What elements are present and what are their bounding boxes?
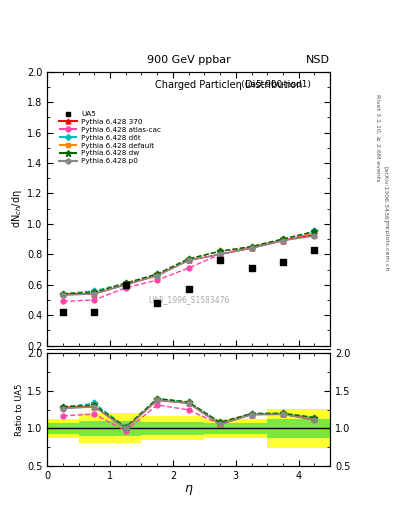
Y-axis label: dN$_{ch}$/dη: dN$_{ch}$/dη: [10, 189, 24, 228]
Point: [91, 308, 97, 316]
Text: [arXiv:1306.3436]: [arXiv:1306.3436]: [383, 166, 388, 223]
Text: mcplots.cern.ch: mcplots.cern.ch: [383, 221, 388, 271]
Point: [185, 285, 192, 293]
Text: UA5_1996_S1583476: UA5_1996_S1583476: [148, 295, 230, 305]
Point: [280, 258, 286, 266]
Point: [217, 257, 223, 265]
Point: [248, 264, 255, 272]
Text: NSD: NSD: [306, 55, 330, 65]
Point: [123, 281, 129, 289]
Point: [311, 246, 318, 254]
X-axis label: η: η: [185, 482, 193, 495]
Legend: UA5, Pythia 6.428 370, Pythia 6.428 atlas-cac, Pythia 6.428 d6t, Pythia 6.428 de: UA5, Pythia 6.428 370, Pythia 6.428 atla…: [57, 108, 164, 167]
Text: Rivet 3.1.10, ≥ 2.6M events: Rivet 3.1.10, ≥ 2.6M events: [375, 95, 380, 182]
Point: [154, 299, 160, 307]
Point: [60, 308, 66, 316]
Y-axis label: Ratio to UA5: Ratio to UA5: [15, 383, 24, 436]
Text: Charged Particleη Distribution: Charged Particleη Distribution: [155, 80, 302, 90]
Text: (ua5-900-nsd1): (ua5-900-nsd1): [155, 80, 310, 89]
Text: 900 GeV ppbar: 900 GeV ppbar: [147, 55, 231, 65]
